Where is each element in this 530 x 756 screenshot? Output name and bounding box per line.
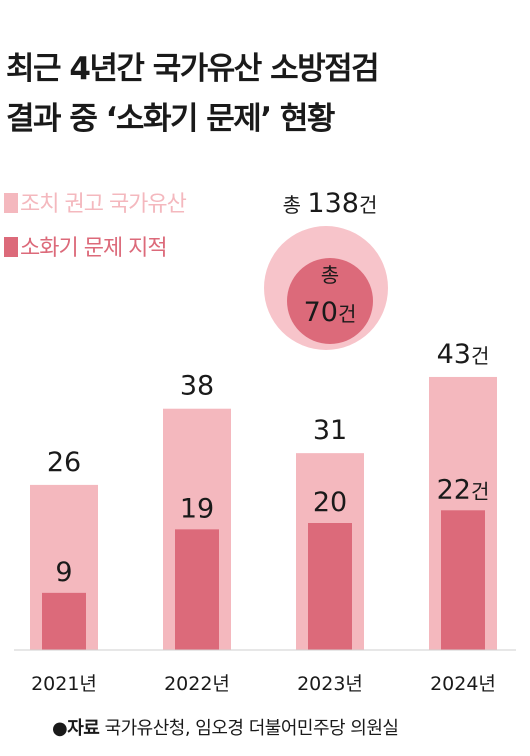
total-recommended-label: 총 138건 xyxy=(283,188,378,219)
data-label-extinguisher-2: 19 xyxy=(180,493,214,524)
x-tick-label-4: 2024년 xyxy=(430,673,496,695)
total-extinguisher-value: 70건 xyxy=(304,297,357,328)
legend-swatch-extinguisher xyxy=(4,237,18,257)
total-extinguisher-prefix: 총 xyxy=(321,263,339,287)
bar-extinguisher-1 xyxy=(42,592,86,650)
data-label-extinguisher-1: 9 xyxy=(55,557,72,588)
legend-label-recommended: 조치 권고 국가유산 xyxy=(20,192,187,217)
legend-item-extinguisher: 소화기 문제 지적 xyxy=(4,230,168,262)
bar-extinguisher-3 xyxy=(308,523,352,650)
chart-title-line-2: 결과 중 ‘소화기 문제’ 현황 xyxy=(6,101,335,137)
data-label-extinguisher-3: 20 xyxy=(313,487,347,518)
chart-title-line-1: 최근 4년간 국가유산 소방점검 xyxy=(6,51,380,87)
data-label-recommended-1: 26 xyxy=(47,447,81,478)
x-tick-label-1: 2021년 xyxy=(31,673,97,695)
source-label: ●자료 xyxy=(52,718,100,739)
legend-item-recommended: 조치 권고 국가유산 xyxy=(4,186,187,218)
data-label-recommended-2: 38 xyxy=(180,371,214,402)
source-note: ●자료 국가유산청, 임오경 더불어민주당 의원실 xyxy=(52,714,399,740)
chart-title: 최근 4년간 국가유산 소방점검 결과 중 ‘소화기 문제’ 현황 xyxy=(6,44,526,144)
source-text: 국가유산청, 임오경 더불어민주당 의원실 xyxy=(104,718,399,739)
bar-extinguisher-2 xyxy=(175,529,219,650)
legend-label-extinguisher: 소화기 문제 지적 xyxy=(20,236,168,261)
data-label-recommended-4: 43건 xyxy=(437,339,490,370)
bar-extinguisher-4 xyxy=(441,510,485,650)
data-label-recommended-3: 31 xyxy=(313,415,347,446)
legend-swatch-recommended xyxy=(4,193,18,213)
x-tick-label-3: 2023년 xyxy=(297,673,363,695)
data-label-extinguisher-4: 22건 xyxy=(437,474,490,505)
total-extinguisher-circle xyxy=(287,258,373,344)
x-tick-label-2: 2022년 xyxy=(164,673,230,695)
